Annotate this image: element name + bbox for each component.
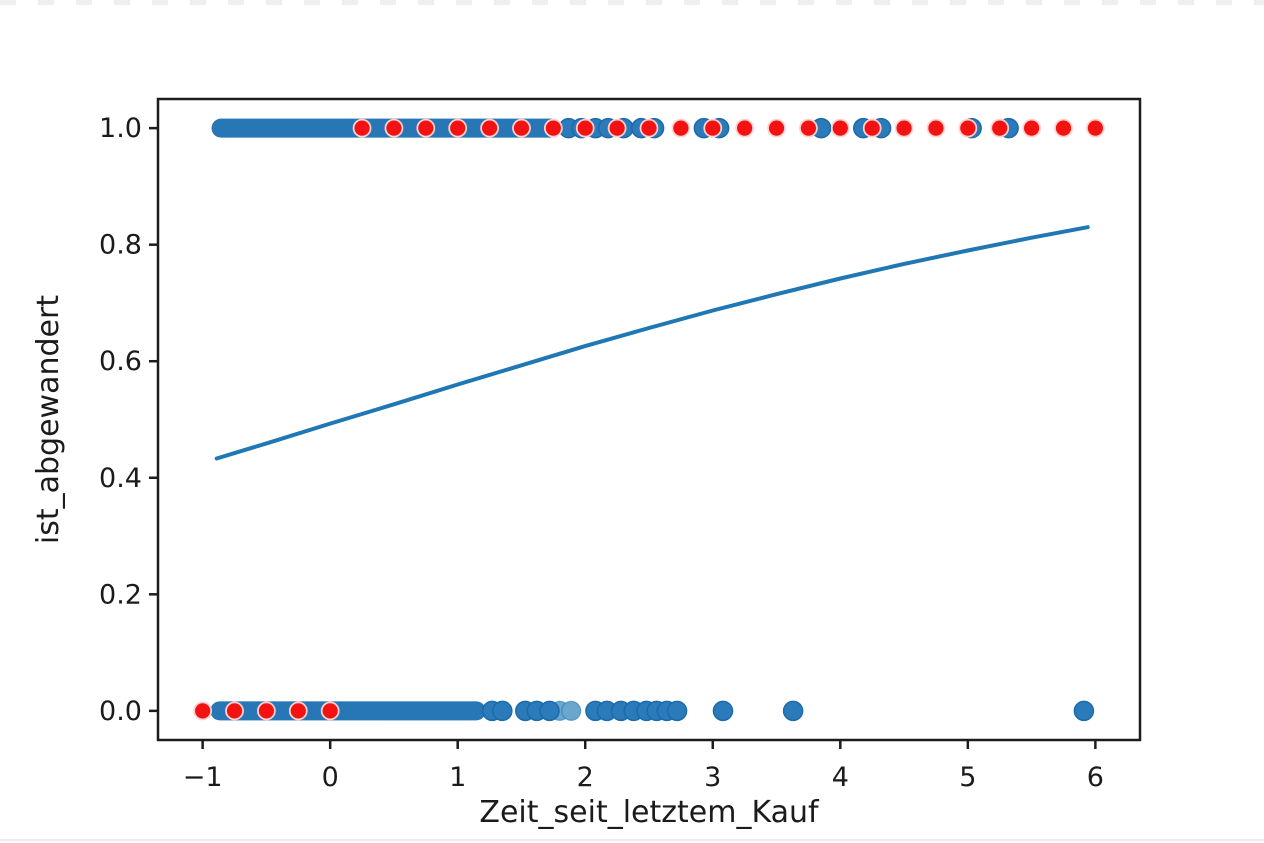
axes-frame	[156, 97, 1142, 742]
prediction-point	[671, 118, 691, 138]
regression-curve	[214, 225, 1090, 461]
y-tick-label: 0.4	[99, 463, 142, 494]
prediction-point	[926, 118, 946, 138]
top-artifact-strip	[0, 0, 1264, 5]
x-tick-label: 5	[959, 762, 976, 793]
observation-point	[539, 700, 560, 722]
observation-point-light	[561, 700, 582, 721]
y-tick-label: 0.0	[99, 696, 142, 727]
prediction-point	[958, 118, 978, 138]
prediction-point	[575, 118, 595, 138]
prediction-point	[225, 701, 244, 721]
x-tick-label: 0	[322, 762, 339, 793]
y-tick-label: 0.2	[99, 579, 142, 610]
prediction-point	[543, 118, 563, 138]
prediction-point	[639, 118, 659, 138]
prediction-point	[384, 118, 404, 138]
prediction-point	[830, 118, 850, 138]
observation-point	[666, 700, 688, 722]
prediction-point	[799, 118, 818, 138]
prediction-point	[193, 701, 213, 721]
prediction-point	[288, 701, 308, 721]
prediction-point	[320, 701, 340, 721]
prediction-point	[1022, 118, 1041, 138]
x-tick-label: 2	[577, 762, 594, 793]
prediction-point	[416, 118, 436, 138]
prediction-point	[607, 118, 627, 138]
prediction-point	[735, 118, 755, 138]
prediction-point	[862, 118, 882, 138]
prediction-point	[1085, 118, 1105, 138]
prediction-point	[703, 118, 723, 138]
x-tick-label: 1	[449, 762, 466, 793]
observation-point	[782, 700, 804, 722]
prediction-point	[448, 118, 468, 138]
x-tick-label: 3	[704, 762, 721, 793]
prediction-point	[1054, 118, 1073, 138]
y-axis-label: ist_abgewandert	[31, 295, 66, 544]
y-tick-label: 1.0	[99, 113, 142, 144]
prediction-point	[352, 118, 372, 138]
prediction-point	[767, 118, 786, 138]
prediction-point	[894, 118, 914, 138]
observation-point	[492, 700, 513, 722]
prediction-point	[990, 118, 1010, 138]
prediction-point	[512, 118, 531, 138]
prediction-point	[257, 701, 276, 721]
x-tick-label: 4	[832, 762, 849, 793]
x-tick-label: −1	[183, 762, 223, 793]
x-axis-label: Zeit_seit_letztem_Kauf	[479, 795, 820, 830]
observation-point	[1073, 700, 1095, 722]
y-tick-label: 0.6	[99, 346, 142, 377]
x-tick-label: 6	[1087, 762, 1104, 793]
y-tick-label: 0.8	[99, 230, 142, 261]
bottom-artifact-line	[0, 839, 1264, 841]
prediction-point	[480, 118, 499, 138]
observation-point	[712, 700, 734, 722]
